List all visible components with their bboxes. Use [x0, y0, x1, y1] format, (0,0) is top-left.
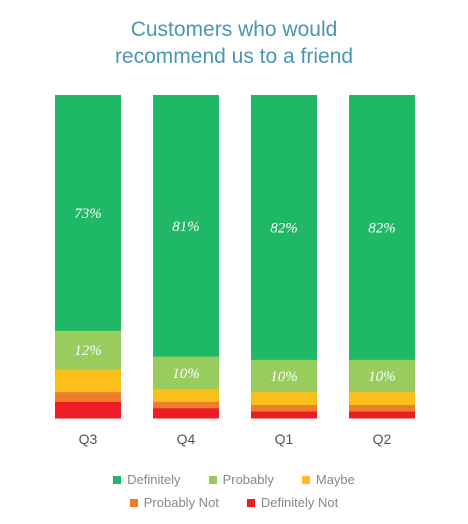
- bar-segment-q2-maybe: [349, 392, 415, 406]
- bar-segment-q1-definitely-not: [251, 411, 317, 419]
- data-label-q1-probably: 10%: [270, 369, 298, 385]
- legend-swatch-definitely: [113, 475, 122, 484]
- category-label-q1: Q1: [275, 431, 294, 447]
- bar-segment-q3-probably: [55, 330, 121, 371]
- bar-segment-q4-definitely: [153, 95, 219, 358]
- legend-row-1: Definitely Probably Maybe: [0, 472, 468, 487]
- bar-segment-q1-probably: [251, 359, 317, 393]
- bar-segment-q4-definitely-not: [153, 408, 219, 419]
- bar-segment-q2-definitely: [349, 95, 415, 361]
- bar-segment-q3-maybe: [55, 369, 121, 393]
- bar-group-q3: 73% 12%: [55, 95, 121, 419]
- bar-segment-q3-definitely: [55, 95, 121, 332]
- chart-title-line-2: recommend us to a friend: [114, 45, 354, 68]
- data-label-q2-definitely: 82%: [368, 220, 396, 236]
- legend-item-probably: Probably: [208, 472, 274, 487]
- category-label-q4: Q4: [177, 431, 196, 447]
- data-label-q4-probably: 10%: [172, 366, 200, 382]
- legend-label-probably-not: Probably Not: [143, 495, 219, 510]
- chart-title: Customers who would recommend us to a fr…: [0, 16, 468, 70]
- bar-segment-q1-maybe: [251, 392, 317, 406]
- data-label-q3-definitely: 73%: [74, 206, 102, 222]
- legend-label-definitely: Definitely: [127, 472, 181, 487]
- stacked-bar-chart: 73% 12% Q3 81% 10% Q4 82% 10% Q1 82% 10% Q2: [55, 95, 415, 447]
- bar-segment-q4-probably-not: [153, 401, 219, 409]
- bar-group-q4: 81% 10%: [153, 95, 219, 419]
- legend-item-maybe: Maybe: [301, 472, 355, 487]
- legend-swatch-probably: [208, 475, 217, 484]
- bar-segment-q3-definitely-not: [55, 401, 121, 419]
- bar-segment-q1-definitely: [251, 95, 317, 361]
- data-label-q1-definitely: 82%: [270, 220, 298, 236]
- legend-swatch-definitely-not: [246, 498, 255, 507]
- category-label-q3: Q3: [79, 431, 98, 447]
- bar-segment-q4-maybe: [153, 388, 219, 403]
- legend-swatch-maybe: [301, 475, 310, 484]
- legend-item-probably-not: Probably Not: [129, 495, 219, 510]
- bar-segment-q3-probably-not: [55, 392, 121, 403]
- data-label-q3-probably: 12%: [74, 343, 102, 359]
- legend-label-maybe: Maybe: [315, 472, 355, 487]
- data-label-q4-definitely: 81%: [172, 219, 200, 235]
- legend: Definitely Probably Maybe Probably Not D…: [0, 472, 468, 518]
- bar-segment-q2-definitely-not: [349, 411, 415, 419]
- legend-row-2: Probably Not Definitely Not: [0, 495, 468, 510]
- bar-group-q1: 82% 10%: [251, 95, 317, 419]
- chart-title-line-1: Customers who would: [130, 18, 338, 41]
- data-label-q2-probably: 10%: [368, 369, 396, 385]
- legend-label-definitely-not: Definitely Not: [260, 495, 339, 510]
- legend-label-probably: Probably: [222, 472, 274, 487]
- bar-segment-q1-probably-not: [251, 405, 317, 413]
- bar-segment-q2-probably: [349, 359, 415, 393]
- bar-group-q2: 82% 10%: [349, 95, 415, 419]
- bar-segment-q2-probably-not: [349, 405, 415, 413]
- legend-swatch-probably-not: [129, 498, 138, 507]
- bar-segment-q4-probably: [153, 356, 219, 390]
- category-label-q2: Q2: [373, 431, 392, 447]
- legend-item-definitely: Definitely: [113, 472, 181, 487]
- legend-item-definitely-not: Definitely Not: [246, 495, 339, 510]
